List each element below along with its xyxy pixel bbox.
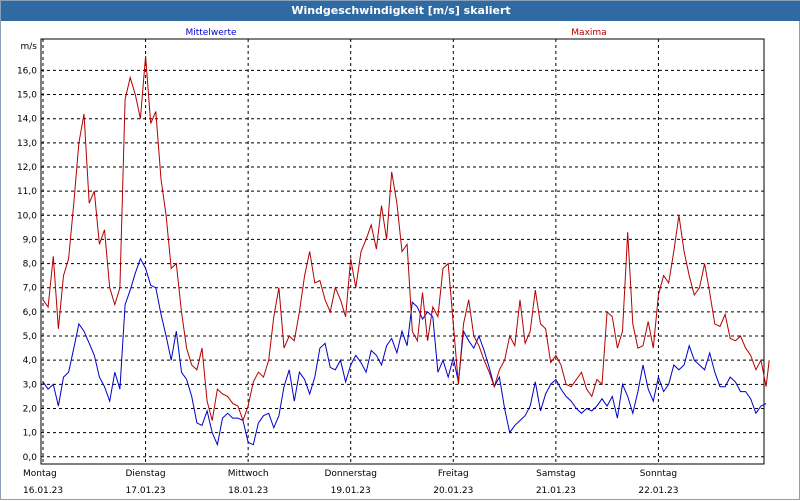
x-tick-date-label: 22.01.23 bbox=[638, 486, 678, 496]
y-tick-label: 2,0 bbox=[23, 404, 38, 414]
series-line-mittelwerte bbox=[42, 257, 767, 447]
y-tick-label: 6,0 bbox=[23, 308, 38, 318]
x-tick-day-label: Sonntag bbox=[640, 469, 677, 479]
y-axis-label: m/s bbox=[21, 42, 38, 52]
y-tick-label: 8,0 bbox=[23, 260, 38, 270]
legend-label-maxima: Maxima bbox=[571, 28, 606, 38]
y-tick-label: 5,0 bbox=[23, 332, 38, 342]
y-tick-label: 16,0 bbox=[17, 66, 37, 76]
y-tick-label: 9,0 bbox=[23, 235, 38, 245]
x-tick-date-label: 17.01.23 bbox=[126, 486, 166, 496]
y-tick-label: 13,0 bbox=[17, 139, 37, 149]
y-tick-label: 0,0 bbox=[23, 453, 38, 463]
x-tick-date-label: 19.01.23 bbox=[331, 486, 371, 496]
y-tick-label: 11,0 bbox=[17, 187, 37, 197]
x-tick-day-label: Donnerstag bbox=[324, 469, 377, 479]
x-tick-day-label: Montag bbox=[23, 469, 57, 479]
y-tick-label: 14,0 bbox=[17, 115, 37, 125]
x-tick-day-label: Mittwoch bbox=[228, 469, 269, 479]
x-tick-date-label: 16.01.23 bbox=[23, 486, 63, 496]
x-tick-date-label: 21.01.23 bbox=[536, 486, 576, 496]
chart-title: Windgeschwindigkeit [m/s] skaliert bbox=[1, 1, 800, 21]
x-tick-day-label: Samstag bbox=[536, 469, 575, 479]
y-tick-label: 12,0 bbox=[17, 163, 37, 173]
chart-svg: 0,0 1,0 2,0 3,0 4,0 5,0 6,0 7,0 8,0 9,0 10,0 11,0 12… bbox=[17, 28, 770, 496]
x-tick-day-label: Dienstag bbox=[126, 469, 166, 479]
x-tick-date-label: 20.01.23 bbox=[433, 486, 473, 496]
y-tick-label: 10,0 bbox=[17, 211, 37, 221]
y-tick-label: 1,0 bbox=[23, 429, 38, 439]
x-tick-date-label: 18.01.23 bbox=[228, 486, 268, 496]
legend-label-mittelwerte: Mittelwerte bbox=[185, 28, 236, 38]
y-tick-label: 4,0 bbox=[23, 356, 38, 366]
series-line-maxima bbox=[42, 55, 770, 423]
y-tick-label: 3,0 bbox=[23, 380, 38, 390]
y-tick-label: 15,0 bbox=[17, 91, 37, 101]
x-tick-day-label: Freitag bbox=[438, 469, 469, 479]
y-tick-label: 7,0 bbox=[23, 284, 38, 294]
